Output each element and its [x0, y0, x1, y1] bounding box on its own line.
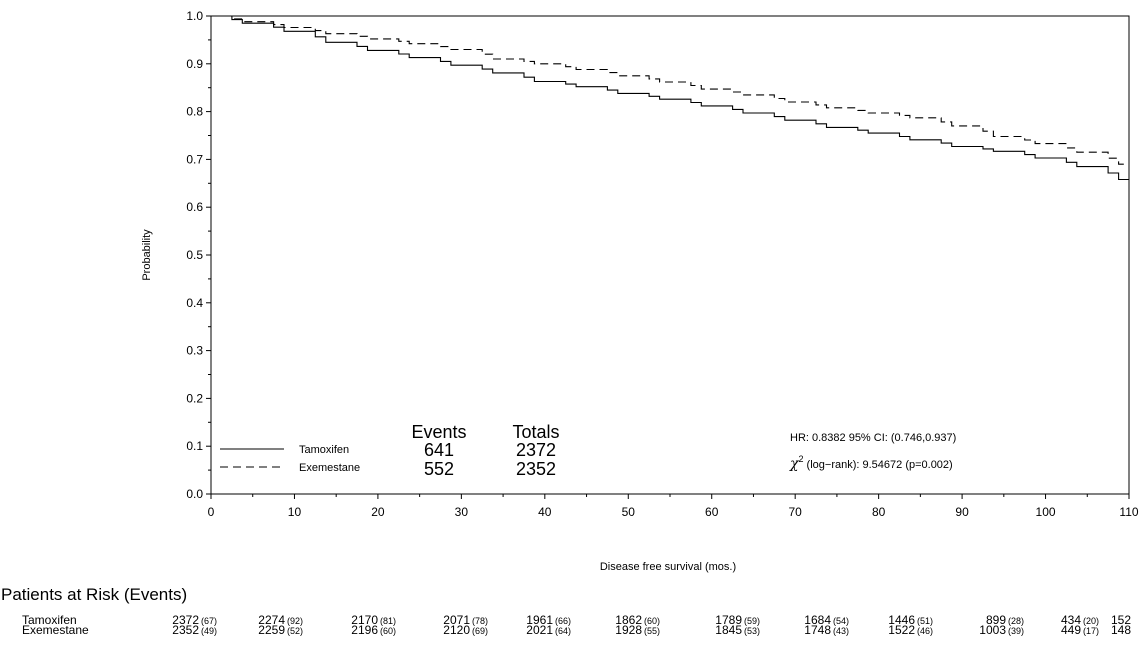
- y-tick-label: 0.0: [186, 487, 203, 501]
- y-tick-label: 0.4: [186, 296, 203, 310]
- x-tick-label: 20: [371, 505, 385, 519]
- legend-events-exemestane: 552: [424, 459, 454, 479]
- risk-cell-number: 1961: [526, 613, 553, 627]
- risk-cell-events: (60): [380, 626, 396, 636]
- risk-cell-number: 2071: [443, 613, 470, 627]
- x-tick-label: 40: [538, 505, 552, 519]
- legend-events-tamoxifen: 641: [424, 440, 454, 460]
- stats-annotation: HR: 0.8382 95% CI: (0.746,0.937) χ2 (log…: [789, 432, 956, 472]
- risk-cell-number: 2120: [443, 623, 470, 637]
- chi-symbol: χ: [789, 456, 800, 472]
- legend-totals-tamoxifen: 2372: [516, 440, 556, 460]
- risk-cell-events: (43): [833, 626, 849, 636]
- y-tick-label: 0.2: [186, 391, 203, 405]
- y-tick-label: 0.7: [186, 152, 203, 166]
- risk-cell-number: 1522: [888, 623, 915, 637]
- risk-cell-number: 1862: [615, 613, 642, 627]
- risk-table: Tamoxifen 2372 (67) 2274 (92) 2170 (81) 2071 (78…: [22, 613, 1131, 637]
- y-tick-label: 0.9: [186, 57, 203, 71]
- legend-name-tamoxifen: Tamoxifen: [299, 444, 349, 456]
- legend: Tamoxifen Exemestane Events Totals 641 2…: [220, 422, 560, 479]
- series-line-exemestane: [211, 15, 1129, 165]
- x-tick-label: 0: [208, 505, 215, 519]
- y-tick-label: 0.8: [186, 105, 203, 119]
- risk-cell-number: 1446: [888, 613, 915, 627]
- x-axis-title: Disease free survival (mos.): [600, 561, 736, 573]
- x-tick-label: 70: [789, 505, 803, 519]
- x-tick-label: 80: [872, 505, 886, 519]
- y-tick-label: 0.1: [186, 439, 203, 453]
- y-tick-label: 0.6: [186, 200, 203, 214]
- chi-annotation: χ2 (log−rank): 9.54672 (p=0.002): [789, 454, 953, 472]
- chi-text: (log−rank): 9.54672 (p=0.002): [804, 459, 953, 471]
- y-tick-label: 1.0: [186, 9, 203, 23]
- plot-frame: [210, 15, 1130, 495]
- x-tick-label: 110: [1119, 505, 1138, 519]
- legend-name-exemestane: Exemestane: [299, 462, 360, 474]
- risk-table-title: Patients at Risk (Events): [1, 585, 187, 604]
- risk-cell-events: (64): [555, 626, 571, 636]
- risk-cell-events: (67): [201, 616, 217, 626]
- risk-cell-events: (78): [472, 616, 488, 626]
- risk-cell-number: 2274: [258, 613, 285, 627]
- x-tick-label: 30: [455, 505, 469, 519]
- hr-annotation: HR: 0.8382 95% CI: (0.746,0.937): [790, 432, 956, 444]
- risk-cell-events: (17): [1083, 626, 1099, 636]
- risk-cell-events: (59): [744, 616, 760, 626]
- risk-cell-number: 1845: [715, 623, 742, 637]
- axes: 0.0 0.1 0.2 0.3 0.4 0.5 0.6 0.7 0.8 0.9 1.0 0 10 20 30…: [186, 9, 1139, 519]
- series-line-tamoxifen: [211, 15, 1129, 181]
- risk-cell-number: 1748: [804, 623, 831, 637]
- risk-cell-number: 2259: [258, 623, 285, 637]
- x-tick-label: 60: [705, 505, 719, 519]
- x-tick-label: 100: [1036, 505, 1056, 519]
- risk-cell-events: (49): [201, 626, 217, 636]
- legend-header-totals: Totals: [512, 422, 559, 442]
- x-tick-label: 90: [955, 505, 969, 519]
- risk-cell-number: 1684: [804, 613, 831, 627]
- risk-cell-events: (53): [744, 626, 760, 636]
- risk-cell-number: 2352: [172, 623, 199, 637]
- risk-cell-events: (69): [472, 626, 488, 636]
- risk-cell-number: 2170: [351, 613, 378, 627]
- risk-cell-events: (28): [1008, 616, 1024, 626]
- y-tick-label: 0.3: [186, 344, 203, 358]
- risk-cell-number: 434: [1061, 613, 1081, 627]
- risk-cell-number: 1928: [615, 623, 642, 637]
- risk-cell-events: (81): [380, 616, 396, 626]
- risk-cell-number: 1003: [979, 623, 1006, 637]
- risk-cell-events: (66): [555, 616, 571, 626]
- y-axis-title: Probability: [141, 229, 153, 281]
- y-tick-label: 0.5: [186, 248, 203, 262]
- risk-cell-number: 2372: [172, 613, 199, 627]
- risk-cell-number: 2021: [526, 623, 553, 637]
- chi-exponent: 2: [798, 454, 803, 464]
- risk-cell-events: (52): [287, 626, 303, 636]
- risk-row-name: Tamoxifen: [22, 613, 77, 627]
- risk-cell-number: 449: [1061, 623, 1081, 637]
- risk-cell-number: 1789: [715, 613, 742, 627]
- risk-row-name: Exemestane: [22, 623, 89, 637]
- series-lines: [211, 15, 1129, 181]
- risk-cell-events: (39): [1008, 626, 1024, 636]
- risk-cell-events: (54): [833, 616, 849, 626]
- risk-cell-events: (60): [644, 616, 660, 626]
- risk-cell-number: 152: [1111, 613, 1131, 627]
- risk-cell-events: (92): [287, 616, 303, 626]
- risk-cell-events: (51): [917, 616, 933, 626]
- x-tick-label: 50: [622, 505, 636, 519]
- legend-header-events: Events: [411, 422, 466, 442]
- risk-cell-number: 148: [1111, 623, 1131, 637]
- x-tick-label: 10: [288, 505, 302, 519]
- risk-cell-number: 899: [986, 613, 1006, 627]
- risk-cell-number: 2196: [351, 623, 378, 637]
- risk-cell-events: (46): [917, 626, 933, 636]
- risk-cell-events: (55): [644, 626, 660, 636]
- legend-totals-exemestane: 2352: [516, 459, 556, 479]
- risk-cell-events: (20): [1083, 616, 1099, 626]
